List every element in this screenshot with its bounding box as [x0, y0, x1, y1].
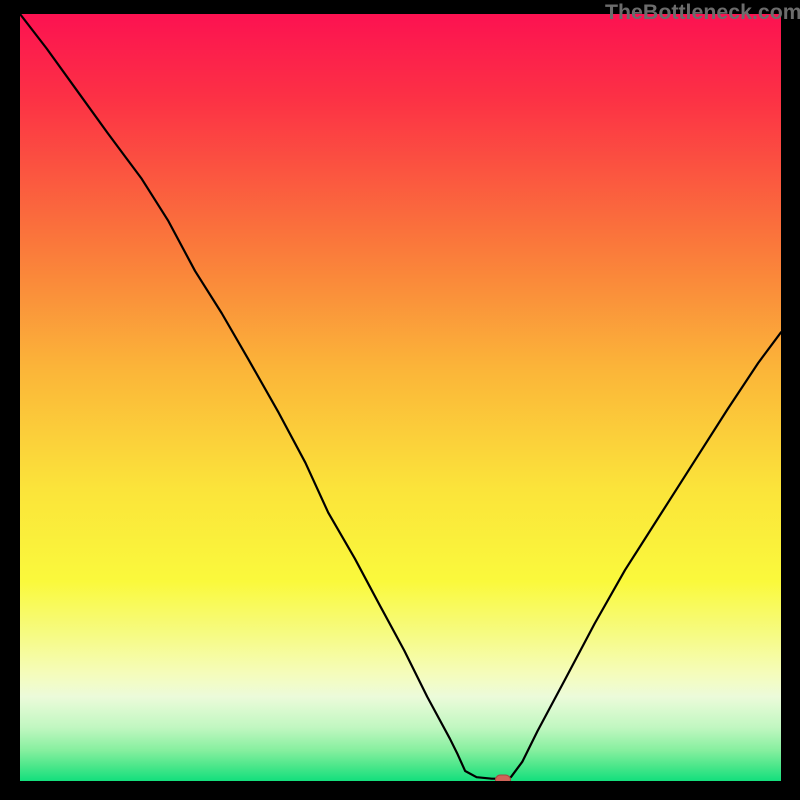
minimum-marker: [495, 775, 511, 781]
chart-gradient-background: [20, 14, 781, 781]
watermark-text: TheBottleneck.com: [605, 0, 800, 25]
chart-plot-area: [20, 14, 781, 781]
chart-frame: TheBottleneck.com: [0, 0, 800, 800]
